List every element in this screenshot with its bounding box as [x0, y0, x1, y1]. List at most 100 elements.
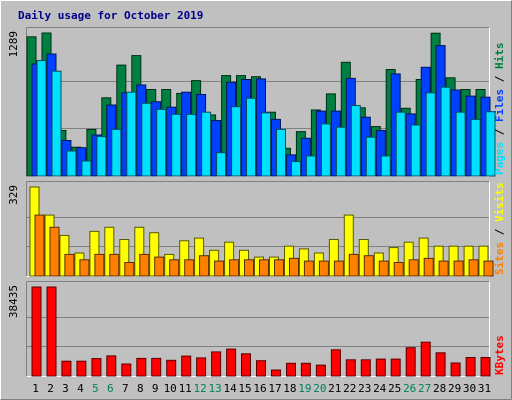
- bar-kbytes-day-25: [390, 358, 401, 377]
- legend-entry: /: [493, 122, 506, 142]
- y-max-label: 38435: [7, 285, 20, 318]
- bar-pages-day-12: [201, 111, 212, 177]
- y-max-label: 329: [7, 185, 20, 205]
- bar-sites-day-17: [274, 259, 284, 277]
- panel-hits-files-pages: 1289 Pages / Files / Hits: [7, 27, 506, 177]
- bar-pages-day-6: [111, 128, 122, 177]
- bar-sites-day-16: [259, 259, 269, 277]
- legend-entry: Sites: [493, 242, 506, 275]
- legend-entry: Pages: [493, 142, 506, 175]
- x-tick-label-4: 4: [77, 382, 84, 395]
- bar-sites-day-19: [303, 260, 314, 277]
- legend-entry: Visits: [493, 182, 506, 222]
- bar-pages-day-16: [261, 112, 271, 177]
- bar-kbytes-day-12: [196, 357, 207, 377]
- bar-kbytes-day-8: [136, 357, 147, 377]
- bar-pages-day-23: [365, 136, 376, 177]
- bar-kbytes-day-2: [46, 286, 57, 377]
- x-tick-label-20: 20: [313, 382, 326, 395]
- chart-panels: 1289 Pages / Files / Hits 329 Sites / Visit…: [7, 27, 506, 377]
- bar-pages-day-21: [335, 126, 346, 177]
- legend-entry: Files: [493, 89, 506, 122]
- panel-visits-sites: 329 Sites / Visits: [7, 181, 506, 277]
- bar-pages-day-22: [350, 105, 361, 177]
- bar-kbytes-day-16: [256, 360, 266, 377]
- bar-kbytes-day-17: [271, 369, 281, 377]
- bar-kbytes-day-15: [241, 353, 251, 377]
- bar-kbytes-day-28: [435, 352, 446, 377]
- x-tick-label-26: 26: [403, 382, 416, 395]
- x-tick-label-21: 21: [328, 382, 341, 395]
- x-tick-label-25: 25: [388, 382, 401, 395]
- x-tick-label-29: 29: [448, 382, 461, 395]
- x-tick-label-30: 30: [463, 382, 476, 395]
- bar-sites-day-13: [214, 260, 225, 277]
- bar-pages-day-25: [395, 111, 406, 177]
- panel-kbytes: 38435 KBytes: [7, 281, 506, 377]
- legend-entry: KBytes: [493, 335, 506, 375]
- bar-sites-day-14: [229, 259, 240, 277]
- bar-kbytes-day-4: [76, 360, 87, 377]
- bar-pages-day-17: [276, 128, 286, 177]
- legend-hits-files-pages: Pages / Files / Hits: [493, 43, 506, 176]
- bar-pages-day-3: [66, 150, 77, 177]
- bar-kbytes-day-7: [121, 363, 132, 377]
- bar-sites-day-15: [244, 259, 254, 277]
- x-tick-label-15: 15: [238, 382, 251, 395]
- x-tick-label-17: 17: [268, 382, 281, 395]
- bar-kbytes-day-24: [375, 358, 386, 377]
- bar-sites-day-31: [483, 260, 494, 277]
- x-tick-label-11: 11: [179, 382, 192, 395]
- x-tick-label-1: 1: [32, 382, 39, 395]
- bar-pages-day-10: [171, 113, 182, 177]
- bar-kbytes-day-5: [91, 358, 102, 377]
- bar-sites-day-25: [393, 262, 404, 277]
- legend-visits-sites: Sites / Visits: [493, 182, 506, 275]
- bar-kbytes-day-20: [315, 364, 326, 377]
- bar-pages-day-11: [186, 113, 197, 177]
- bar-sites-day-7: [124, 262, 135, 277]
- x-tick-label-18: 18: [283, 382, 296, 395]
- bar-sites-day-27: [423, 257, 434, 277]
- bar-kbytes-day-30: [465, 357, 476, 377]
- bar-sites-day-2: [49, 226, 60, 277]
- bar-pages-day-15: [246, 97, 256, 177]
- x-tick-label-9: 9: [152, 382, 159, 395]
- bar-kbytes-day-10: [166, 359, 177, 377]
- bar-pages-day-18: [291, 161, 301, 177]
- bar-sites-day-30: [468, 259, 479, 277]
- bar-pages-day-19: [305, 155, 316, 177]
- bar-sites-day-18: [289, 257, 299, 277]
- chart-title: Daily usage for October 2019: [18, 9, 203, 22]
- y-max-label: 1289: [7, 31, 20, 58]
- x-tick-label-31: 31: [478, 382, 491, 395]
- bar-kbytes-day-14: [226, 348, 237, 377]
- bar-pages-day-26: [410, 124, 421, 177]
- bar-kbytes-day-29: [450, 362, 461, 377]
- bar-kbytes-day-6: [106, 355, 117, 377]
- x-tick-label-16: 16: [253, 382, 266, 395]
- bar-sites-day-1: [34, 214, 45, 277]
- bar-sites-day-22: [348, 253, 359, 277]
- series-sites: [34, 214, 494, 277]
- x-tick-label-6: 6: [107, 382, 114, 395]
- bar-pages-day-2: [51, 70, 62, 177]
- x-tick-label-23: 23: [358, 382, 371, 395]
- legend-kbytes: KBytes: [493, 335, 506, 375]
- x-tick-label-14: 14: [223, 382, 237, 395]
- bar-pages-day-31: [485, 111, 496, 177]
- x-tick-label-19: 19: [298, 382, 311, 395]
- bar-kbytes-day-31: [480, 357, 491, 377]
- x-tick-label-3: 3: [62, 382, 69, 395]
- bar-pages-day-9: [156, 108, 167, 177]
- bar-kbytes-day-13: [211, 351, 222, 377]
- bar-kbytes-day-3: [61, 360, 72, 377]
- bar-sites-day-10: [169, 259, 180, 277]
- bar-pages-day-14: [231, 106, 242, 177]
- bar-sites-day-3: [64, 253, 75, 277]
- bar-pages-day-8: [141, 102, 152, 177]
- bar-sites-day-23: [363, 255, 374, 277]
- bar-pages-day-27: [425, 92, 436, 177]
- bar-kbytes-day-23: [360, 359, 371, 377]
- bar-pages-day-28: [440, 86, 451, 177]
